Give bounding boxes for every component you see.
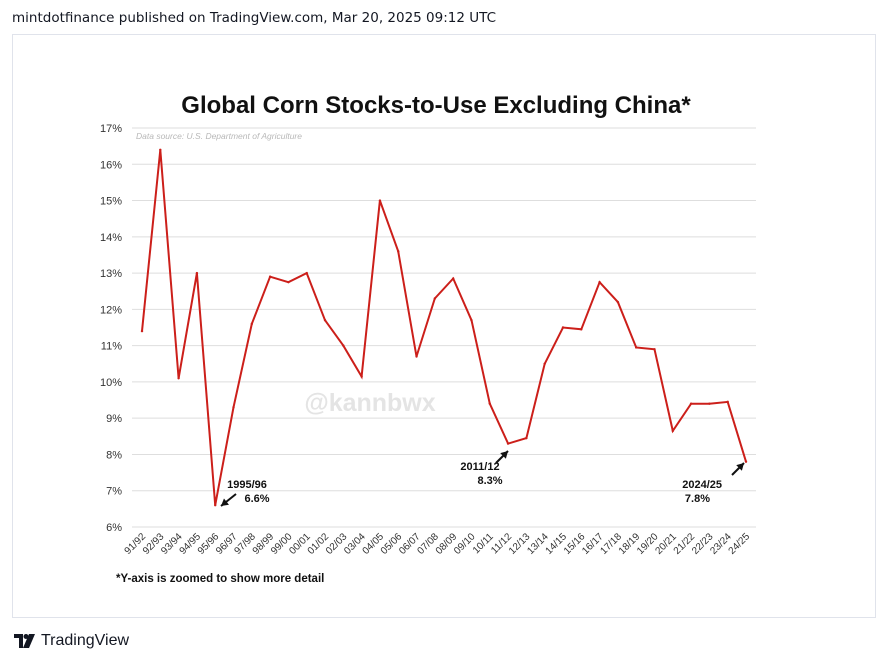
data-point xyxy=(708,402,711,405)
x-tick-label: 24/25 xyxy=(727,531,753,557)
annotation-layer: 1995/96 6.6% 2011/12 8.3% 2024/25 7.8% xyxy=(220,450,745,507)
data-point xyxy=(195,271,199,275)
data-point xyxy=(397,250,400,253)
data-point xyxy=(433,297,437,300)
annotation-arrow-head xyxy=(221,498,229,506)
y-tick-label: 15% xyxy=(100,196,122,208)
y-tick-label: 17% xyxy=(100,123,122,135)
data-point xyxy=(159,148,162,151)
data-point xyxy=(250,322,254,326)
data-point xyxy=(268,275,272,278)
data-point xyxy=(525,436,528,440)
y-tick-label: 11% xyxy=(101,341,122,353)
data-point xyxy=(177,377,180,380)
data-point xyxy=(214,504,217,507)
source-note: Data source: U.S. Department of Agricult… xyxy=(136,131,302,141)
y-tick-label: 8% xyxy=(106,449,122,461)
footnote: *Y-axis is zoomed to show more detail xyxy=(116,573,324,585)
data-point xyxy=(305,271,308,275)
data-point xyxy=(287,280,290,284)
data-point-layer xyxy=(140,148,748,507)
annotation-label: 2011/12 xyxy=(460,461,499,473)
series-line-layer xyxy=(141,149,747,506)
grid-lines xyxy=(132,127,756,528)
data-point xyxy=(488,402,491,405)
data-point xyxy=(360,375,363,378)
data-point xyxy=(561,326,565,329)
y-tick-label: 16% xyxy=(100,159,122,171)
data-point xyxy=(653,348,656,351)
annotation-value: 7.8% xyxy=(685,493,710,505)
data-point xyxy=(598,280,601,284)
data-point xyxy=(470,319,473,322)
data-point xyxy=(323,319,327,322)
annotation-arrow-head xyxy=(736,463,744,471)
data-point xyxy=(232,406,235,409)
tradingview-logo-icon xyxy=(14,634,35,648)
tradingview-logo[interactable]: TradingView xyxy=(14,632,129,650)
y-tick-label: 13% xyxy=(100,268,122,280)
data-point xyxy=(140,329,144,333)
annotation-value: 8.3% xyxy=(477,475,502,487)
data-point xyxy=(616,300,620,304)
y-tick-label: 7% xyxy=(106,486,122,498)
y-tick-label: 9% xyxy=(106,413,122,425)
data-point xyxy=(543,362,546,365)
data-point xyxy=(451,277,455,280)
annotation-value: 6.6% xyxy=(244,493,269,505)
y-tick-label: 10% xyxy=(100,377,122,389)
annotation-label: 2024/25 xyxy=(682,479,722,491)
data-point xyxy=(342,344,345,347)
watermark: @kannbwx xyxy=(304,389,435,417)
data-point xyxy=(415,355,418,358)
tradingview-brand-text: TradingView xyxy=(41,632,130,649)
annotation-arrow-head xyxy=(500,451,508,459)
x-tick-labels: 91/9292/9393/9494/9595/9696/9797/9898/99… xyxy=(123,531,753,557)
chart-frame xyxy=(12,34,876,618)
y-tick-label: 6% xyxy=(106,522,122,534)
chart-title: Global Corn Stocks-to-Use Excluding Chin… xyxy=(181,92,691,119)
y-tick-label: 14% xyxy=(100,232,122,244)
y-tick-label: 12% xyxy=(100,304,122,316)
publisher-line: mintdotfinance published on TradingView.… xyxy=(12,10,497,26)
series-line xyxy=(141,149,747,506)
annotation-label: 1995/96 xyxy=(227,479,267,491)
data-point xyxy=(580,328,583,331)
data-point xyxy=(744,460,748,463)
data-point xyxy=(378,199,382,202)
data-point xyxy=(671,429,674,433)
data-point xyxy=(506,442,510,445)
data-point xyxy=(634,346,638,349)
data-point xyxy=(689,402,693,405)
data-point xyxy=(726,400,729,404)
y-tick-labels: 6% 7% 8% 9% 10% 11% 12% 13% 14% 15% 16% 17% xyxy=(100,123,122,534)
